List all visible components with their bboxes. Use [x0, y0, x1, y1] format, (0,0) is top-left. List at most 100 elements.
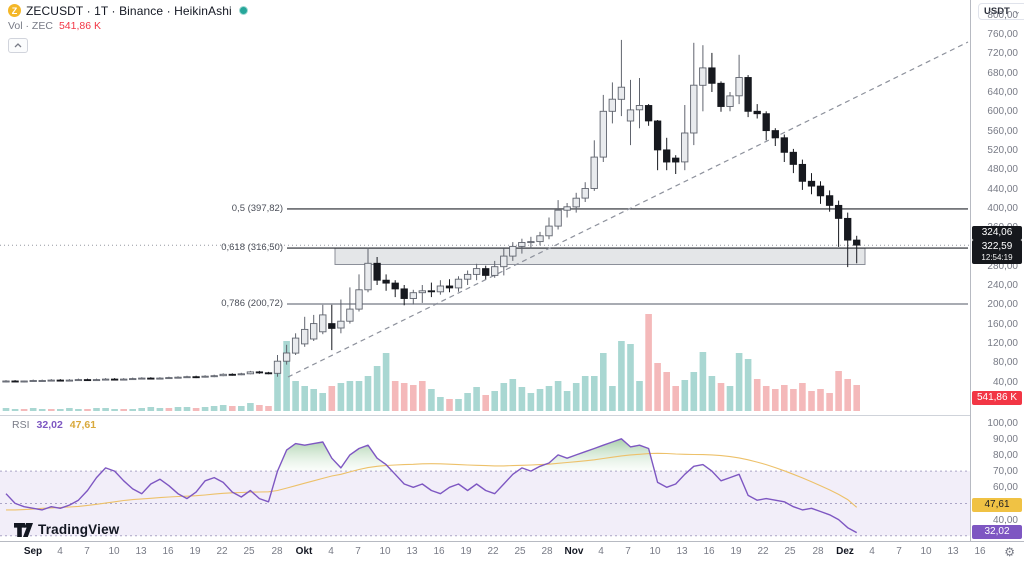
candle[interactable]	[382, 279, 390, 284]
time-tick[interactable]: 7	[355, 546, 361, 557]
candle[interactable]	[228, 373, 236, 376]
candle[interactable]	[219, 373, 227, 377]
time-tick[interactable]: 16	[974, 546, 986, 557]
time-tick[interactable]: 13	[947, 546, 959, 557]
time-tick[interactable]: 25	[784, 546, 796, 557]
candle[interactable]	[518, 242, 526, 247]
candle[interactable]	[264, 372, 273, 375]
time-tick[interactable]: 10	[379, 546, 391, 557]
candle[interactable]	[147, 377, 155, 380]
candle[interactable]	[418, 290, 426, 294]
candle[interactable]	[771, 130, 779, 139]
candle[interactable]	[789, 151, 797, 165]
candle[interactable]	[291, 337, 300, 354]
time-tick[interactable]: 10	[649, 546, 661, 557]
candle[interactable]	[273, 360, 282, 374]
candle[interactable]	[373, 262, 381, 281]
time-tick[interactable]: 25	[243, 546, 255, 557]
symbol-title[interactable]: ZECUSDT · 1T · Binance · HeikinAshi	[26, 3, 232, 18]
candle[interactable]	[717, 82, 725, 107]
time-tick[interactable]: 16	[162, 546, 174, 557]
time-tick[interactable]: Dez	[836, 546, 854, 557]
time-tick[interactable]: 10	[920, 546, 932, 557]
time-tick[interactable]: 19	[460, 546, 472, 557]
candle[interactable]	[482, 268, 490, 276]
candle[interactable]	[2, 380, 10, 383]
candle[interactable]	[38, 380, 46, 382]
tradingview-logo[interactable]: TradingView	[14, 522, 119, 537]
candle[interactable]	[138, 377, 146, 380]
time-tick[interactable]: 4	[598, 546, 604, 557]
candle[interactable]	[644, 105, 653, 122]
candle[interactable]	[527, 241, 535, 244]
time-tick[interactable]: 28	[812, 546, 824, 557]
candle[interactable]	[355, 289, 363, 310]
candle[interactable]	[210, 375, 218, 378]
candle[interactable]	[626, 109, 635, 122]
candle[interactable]	[29, 380, 37, 382]
candle[interactable]	[83, 379, 92, 382]
candle[interactable]	[391, 282, 399, 290]
candle[interactable]	[581, 188, 589, 199]
candle[interactable]	[165, 377, 173, 380]
candle[interactable]	[500, 255, 508, 268]
candle[interactable]	[47, 379, 55, 382]
candle[interactable]	[20, 380, 28, 383]
candle[interactable]	[92, 379, 101, 382]
candle[interactable]	[798, 163, 807, 182]
candle[interactable]	[110, 378, 119, 381]
chart-canvas[interactable]	[0, 0, 970, 541]
candle[interactable]	[545, 225, 553, 237]
time-tick[interactable]: 4	[869, 546, 875, 557]
currency-selector[interactable]: USDT ⌄	[978, 3, 1024, 20]
time-tick[interactable]: 7	[625, 546, 631, 557]
candle[interactable]	[246, 371, 255, 375]
time-tick[interactable]: 4	[57, 546, 63, 557]
gear-icon[interactable]: ⚙	[1004, 545, 1015, 559]
candle[interactable]	[192, 376, 200, 379]
candle[interactable]	[663, 149, 671, 163]
candle[interactable]	[635, 105, 644, 111]
candle[interactable]	[536, 235, 544, 243]
volume-indicator-label[interactable]: Vol · ZEC	[8, 19, 53, 32]
candle[interactable]	[472, 268, 481, 275]
candle[interactable]	[762, 113, 770, 132]
candle[interactable]	[825, 195, 834, 206]
time-tick[interactable]: 25	[514, 546, 526, 557]
candle[interactable]	[563, 206, 571, 211]
time-tick[interactable]: 19	[730, 546, 742, 557]
candle[interactable]	[617, 86, 626, 100]
time-tick[interactable]: 16	[433, 546, 445, 557]
rsi-legend[interactable]: RSI 32,02 47,61	[12, 419, 96, 431]
candle[interactable]	[491, 266, 499, 276]
time-tick[interactable]: 22	[757, 546, 769, 557]
candle[interactable]	[599, 110, 607, 158]
candle[interactable]	[653, 120, 662, 151]
candle[interactable]	[56, 379, 64, 382]
time-tick[interactable]: Nov	[564, 546, 584, 557]
time-tick[interactable]: 16	[703, 546, 715, 557]
candle[interactable]	[436, 285, 445, 293]
time-tick[interactable]: 28	[271, 546, 283, 557]
time-tick[interactable]: 22	[487, 546, 499, 557]
candle[interactable]	[337, 320, 345, 329]
candle[interactable]	[328, 323, 336, 329]
candle[interactable]	[74, 379, 83, 382]
candle[interactable]	[301, 328, 309, 345]
candle[interactable]	[744, 77, 752, 112]
candle[interactable]	[454, 278, 463, 289]
time-tick[interactable]: 22	[216, 546, 228, 557]
time-tick[interactable]: 13	[135, 546, 147, 557]
candle[interactable]	[608, 98, 616, 112]
time-tick[interactable]: 10	[108, 546, 120, 557]
candle[interactable]	[816, 185, 825, 197]
candle[interactable]	[690, 84, 698, 134]
price-axis[interactable]: USDT ⌄ 800,00 760,00 720,00 680,00 640,00 600…	[971, 0, 1024, 541]
candle[interactable]	[463, 273, 472, 280]
candle[interactable]	[346, 308, 354, 322]
candle[interactable]	[445, 285, 454, 289]
legend-collapse-button[interactable]	[8, 38, 28, 53]
candle[interactable]	[174, 376, 182, 379]
candle[interactable]	[310, 323, 318, 340]
trendline[interactable]	[287, 41, 969, 378]
